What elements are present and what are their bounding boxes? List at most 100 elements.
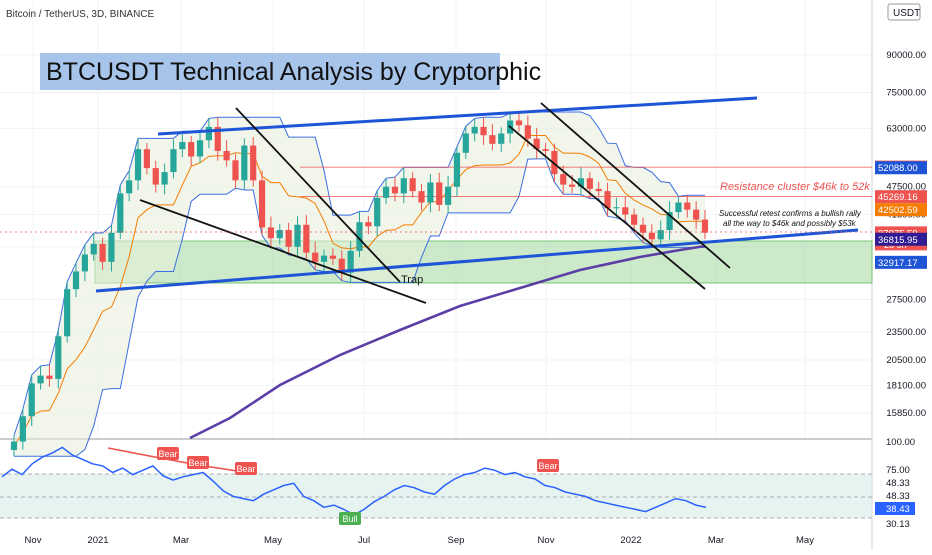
rsi-signal-label: Bear <box>236 464 255 474</box>
rsi-signal-box <box>187 456 209 469</box>
candle-body <box>657 230 664 240</box>
price-tick-label: 27500.00 <box>886 294 926 305</box>
candle-body <box>533 138 540 150</box>
price-tick-label: 90000.00 <box>886 50 926 61</box>
candle-body <box>542 149 549 151</box>
candle-body <box>648 232 655 240</box>
support-zone <box>94 240 873 284</box>
candle-body <box>188 142 195 157</box>
candle-body <box>170 149 177 173</box>
symbol-header[interactable]: Bitcoin / TetherUS, 3D, BINANCE <box>6 9 155 20</box>
candle-body <box>453 152 461 187</box>
candlesticks <box>10 112 709 457</box>
candle-body <box>232 160 239 181</box>
time-tick-label: Mar <box>708 535 724 546</box>
candle-body <box>409 178 416 192</box>
price-labels: 52247.9152088.0045269.1642502.5937975.59… <box>875 160 927 269</box>
retest-annotation-line2: all the way to $46k and possibly $53k <box>723 219 857 228</box>
rsi-tick-label: 100.00 <box>886 437 915 448</box>
channel-fill <box>14 112 705 457</box>
rsi-signal-box <box>339 512 361 525</box>
candle-body <box>72 271 80 290</box>
time-axis[interactable]: Nov 2021 Mar May Jul Sep Nov 2022 Mar May <box>25 535 815 546</box>
price-label-text: 52088.00 <box>878 163 918 174</box>
candle-body <box>436 182 443 205</box>
price-tick-label: 75000.00 <box>886 88 926 99</box>
candle-body <box>338 258 345 273</box>
price-label-box <box>875 203 927 217</box>
title-banner-bg <box>40 53 500 90</box>
rsi-tick-label: 38.43 <box>886 504 910 515</box>
rsi-signal-box <box>537 459 559 472</box>
currency-button[interactable]: USDT <box>893 8 920 19</box>
candle-body <box>19 416 26 442</box>
price-tick-label: 20500.00 <box>886 355 926 366</box>
rsi-tick-label: 30.13 <box>886 519 910 530</box>
candle-body <box>241 145 248 181</box>
candle-body <box>462 133 469 153</box>
rsi-tick-label: 48.33 <box>886 491 910 502</box>
candle-body <box>152 168 159 185</box>
candle-body <box>577 178 585 187</box>
time-tick-label: Nov <box>538 535 555 546</box>
candle-body <box>134 149 142 181</box>
candle-body <box>161 172 168 185</box>
candle-body <box>622 207 629 215</box>
price-tick-label: 47500.00 <box>886 182 926 193</box>
currency-button-bg[interactable] <box>887 3 921 21</box>
candle-body <box>267 227 275 239</box>
candle-body <box>179 142 186 150</box>
candle-body <box>427 182 434 203</box>
rsi-signal-label: Bear <box>538 461 557 471</box>
candle-body <box>196 140 204 157</box>
rsi-signal-label: Bull <box>342 514 357 524</box>
candle-body <box>347 250 354 273</box>
rsi-tick-label: 48.33 <box>886 478 910 489</box>
candle-body <box>569 184 576 187</box>
candle-body <box>143 149 150 169</box>
channel-upper-line <box>540 102 731 269</box>
rsi-axis[interactable]: 100.00 75.00 48.33 48.33 38.43 30.13 <box>875 437 915 530</box>
rsi-current-box <box>875 502 915 515</box>
candle-body <box>28 383 35 417</box>
price-label-text: 42502.59 <box>878 205 918 216</box>
candle-body <box>64 289 71 337</box>
candle-body <box>46 375 53 379</box>
wedge-lower-line <box>139 199 427 304</box>
time-tick-label: Jul <box>358 535 370 546</box>
time-tick-label: May <box>264 535 282 546</box>
resistance-annotation: Resistance cluster $46k to 52k <box>720 181 870 193</box>
price-tick-label: 15850.00 <box>886 408 926 419</box>
candle-body <box>684 202 691 210</box>
price-tick-label: 63000.00 <box>886 124 926 135</box>
price-tick-label: 18100.00 <box>886 381 926 392</box>
candle-body <box>604 191 611 209</box>
price-label-text: 45269.16 <box>878 192 918 203</box>
candle-body <box>356 222 363 251</box>
candle-body <box>595 188 602 192</box>
moving-average-200-line <box>189 244 706 440</box>
time-tick-label: Nov <box>25 535 42 546</box>
candle-body <box>285 230 292 247</box>
candle-body <box>524 125 531 139</box>
trap-annotation: Trap <box>401 274 423 286</box>
candle-body <box>117 193 124 233</box>
candle-body <box>223 150 230 161</box>
candle-body <box>613 207 620 209</box>
price-tick-label: 23500.00 <box>886 327 926 338</box>
candle-body <box>382 186 390 198</box>
rsi-signals: Bear Bear Bear Bull Bear <box>157 447 559 525</box>
candle-body <box>90 243 97 255</box>
candle-body <box>108 232 115 262</box>
candle-body <box>126 180 133 194</box>
candle-body <box>639 224 647 233</box>
time-tick-label: May <box>796 535 814 546</box>
candle-body <box>560 174 567 185</box>
candle-body <box>471 126 478 134</box>
rsi-signal-label: Bear <box>158 449 177 459</box>
upper-trendline <box>157 96 758 136</box>
rsi-tick-label: 75.00 <box>886 465 910 476</box>
candle-body <box>205 126 212 141</box>
